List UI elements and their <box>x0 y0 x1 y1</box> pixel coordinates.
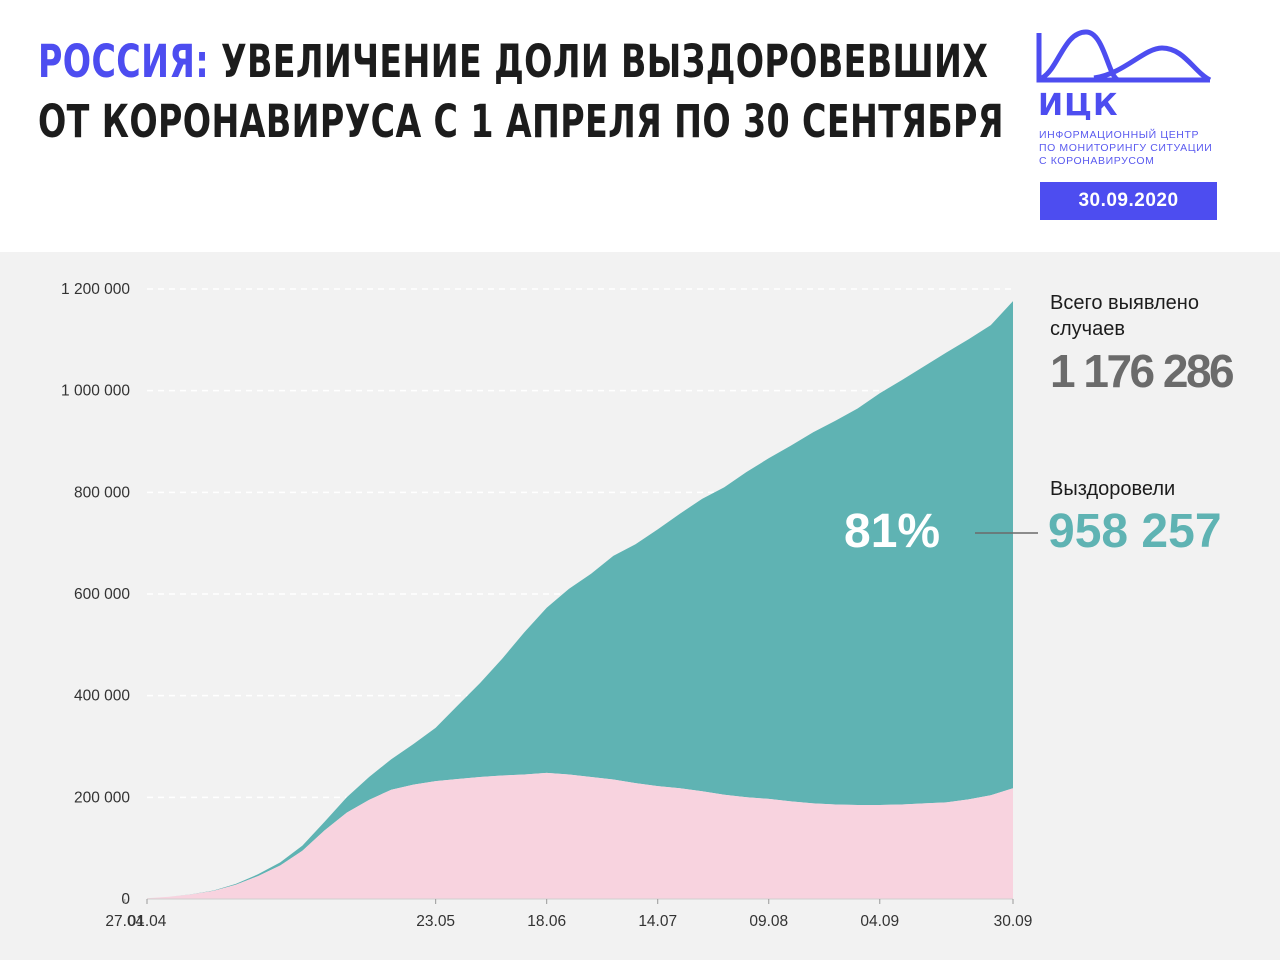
x-tick-label: 01.04 <box>128 913 167 930</box>
logo-desc-line3: С КОРОНАВИРУСОМ <box>1039 155 1155 167</box>
x-tick-label: 30.09 <box>994 913 1033 930</box>
x-tick-label: 18.06 <box>527 913 566 930</box>
title-line1: УВЕЛИЧЕНИЕ ДОЛИ ВЫЗДОРОВЕВШИХ <box>209 35 989 88</box>
title-line2: ОТ КОРОНАВИРУСА С 1 АПРЕЛЯ ПО 30 СЕНТЯБР… <box>38 95 1004 148</box>
logo-description: ИНФОРМАЦИОННЫЙ ЦЕНТР ПО МОНИТОРИНГУ СИТУ… <box>1039 129 1229 168</box>
y-tick-label: 800 000 <box>74 484 130 501</box>
logo-desc-line1: ИНФОРМАЦИОННЫЙ ЦЕНТР <box>1039 129 1200 141</box>
total-cases-value: 1 176 286 <box>1050 345 1235 397</box>
y-tick-label: 1 200 000 <box>61 281 130 298</box>
logo-name: ИЦК <box>1038 88 1119 123</box>
series-recovered-area <box>147 301 1013 899</box>
logo-desc-line2: ПО МОНИТОРИНГУ СИТУАЦИИ <box>1039 142 1213 154</box>
x-tick-label: 04.09 <box>860 913 899 930</box>
title-accent: РОССИЯ: <box>38 35 210 88</box>
chart-area: 0 200 000 400 000 600 000 800 000 1 000 000 1 … <box>0 252 1280 960</box>
y-tick-label: 200 000 <box>74 789 130 806</box>
header: РОССИЯ: УВЕЛИЧЕНИЕ ДОЛИ ВЫЗДОРОВЕВШИХ ОТ… <box>0 0 1280 252</box>
total-cases-label: Всего выявлено случаев <box>1050 292 1199 340</box>
x-tick-label: 27.04 <box>105 913 144 930</box>
date-badge: 30.09.2020 <box>1040 182 1217 220</box>
recovered-share: 81% <box>844 505 941 558</box>
page-title: РОССИЯ: УВЕЛИЧЕНИЕ ДОЛИ ВЫЗДОРОВЕВШИХ ОТ… <box>38 32 1003 152</box>
y-tick-label: 600 000 <box>74 586 130 603</box>
x-tick-label: 14.07 <box>638 913 677 930</box>
recovered-label: Выздоровели <box>1050 478 1176 500</box>
x-tick-label: 23.05 <box>416 913 455 930</box>
y-tick-label: 1 000 000 <box>61 383 130 400</box>
wave-logo-icon <box>1036 29 1212 83</box>
y-tick-label: 400 000 <box>74 688 130 705</box>
logo: ИЦК ИНФОРМАЦИОННЫЙ ЦЕНТР ПО МОНИТОРИНГУ … <box>1034 28 1224 228</box>
recovered-value: 958 257 <box>1048 505 1222 558</box>
y-tick-label: 0 <box>121 891 130 908</box>
series-active-area <box>147 772 1013 899</box>
area-chart: 0 200 000 400 000 600 000 800 000 1 000 000 1 … <box>61 281 1038 930</box>
x-tick-label: 09.08 <box>749 913 788 930</box>
